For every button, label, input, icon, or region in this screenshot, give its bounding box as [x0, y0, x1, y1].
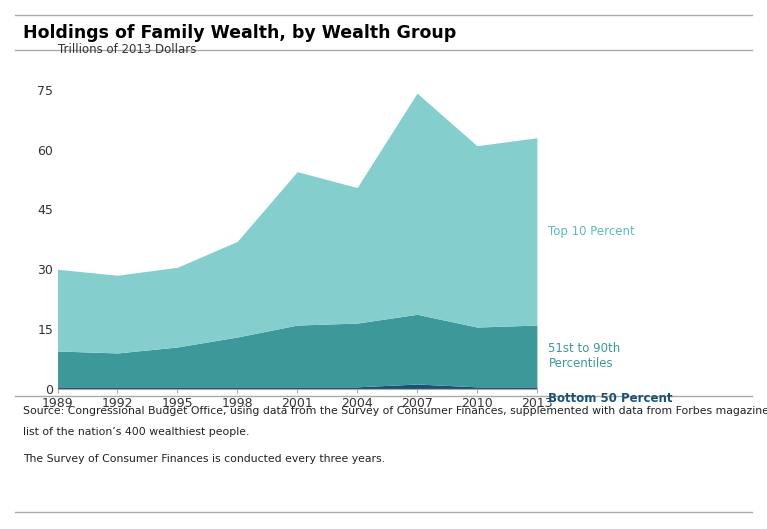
Text: Trillions of 2013 Dollars: Trillions of 2013 Dollars [58, 42, 196, 56]
Text: Source: Congressional Budget Office, using data from the Survey of Consumer Fina: Source: Congressional Budget Office, usi… [23, 406, 767, 416]
Text: The Survey of Consumer Finances is conducted every three years.: The Survey of Consumer Finances is condu… [23, 454, 385, 464]
Text: Bottom 50 Percent: Bottom 50 Percent [548, 392, 673, 405]
Text: list of the nation’s 400 wealthiest people.: list of the nation’s 400 wealthiest peop… [23, 427, 249, 437]
Text: Top 10 Percent: Top 10 Percent [548, 225, 635, 238]
Text: Holdings of Family Wealth, by Wealth Group: Holdings of Family Wealth, by Wealth Gro… [23, 24, 456, 42]
Text: 51st to 90th
Percentiles: 51st to 90th Percentiles [548, 342, 621, 370]
